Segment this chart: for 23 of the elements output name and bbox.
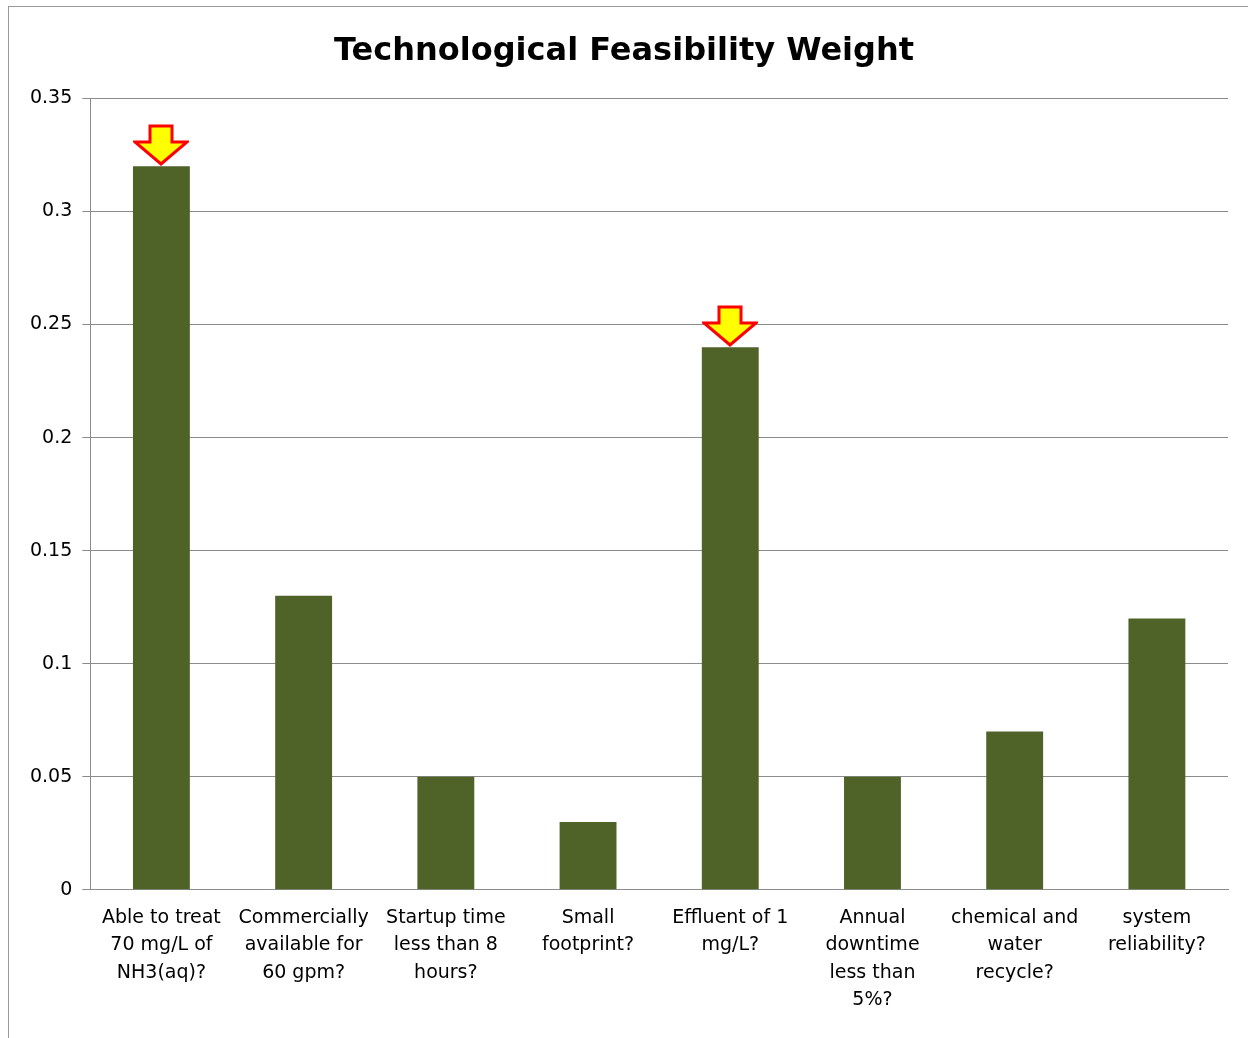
x-tick-label: chemical and water recycle? (951, 904, 1079, 982)
x-tick-label: Able to treat 70 mg/L of NH3(aq)? (102, 904, 221, 982)
y-tick-label: 0.2 (42, 424, 73, 447)
x-tick-label: Annual downtime less than 5%? (825, 904, 920, 1010)
bar (417, 776, 475, 890)
x-tick-label: Effluent of 1 mg/L? (672, 904, 789, 955)
y-tick-label: 0.25 (29, 311, 73, 334)
x-tick-label: Startup time less than 8 hours? (386, 904, 506, 982)
y-tick-label: 0 (60, 876, 73, 899)
y-tick-label: 0.05 (29, 763, 73, 786)
bar (986, 731, 1044, 890)
x-tick-label: Small footprint? (541, 904, 635, 955)
x-tick-label: Commercially available for 60 gpm? (238, 904, 369, 982)
y-tick-label: 0.1 (42, 650, 73, 673)
bar (559, 821, 617, 890)
y-tick-label: 0.15 (29, 537, 73, 560)
bar (275, 595, 333, 890)
y-tick-label: 0.35 (29, 85, 73, 108)
x-tick-label: system reliability? (1107, 904, 1206, 955)
chart-title: Technological Feasibility Weight (333, 29, 915, 68)
bar (1128, 618, 1186, 890)
y-tick-label: 0.3 (42, 198, 73, 221)
bar (844, 776, 901, 890)
